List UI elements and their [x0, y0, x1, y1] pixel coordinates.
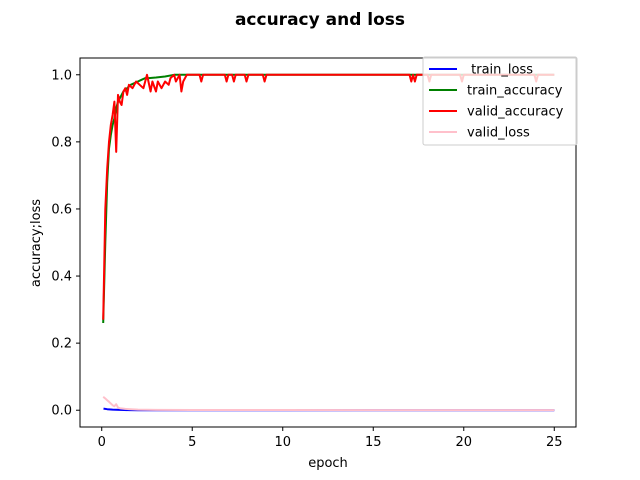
y-tick-label: 0.4	[51, 270, 72, 285]
plot-frame	[79, 57, 577, 428]
legend-frame	[422, 56, 578, 146]
chart-title: accuracy and loss	[235, 10, 405, 30]
series-line-valid-loss	[102, 396, 555, 412]
x-axis-label: epoch	[308, 456, 348, 471]
y-axis: 0.0 0.2 0.4 0.6 0.8 1.0	[51, 68, 80, 419]
x-tick-label: 0	[98, 435, 106, 450]
x-tick-label: 25	[546, 435, 563, 450]
x-tick-label: 15	[365, 435, 382, 450]
y-tick-label: 0.2	[51, 337, 72, 352]
x-axis: 0 5 10 15 20 25	[98, 427, 563, 450]
y-tick-label: 1.0	[51, 68, 72, 83]
y-tick-label: 0.8	[51, 135, 72, 150]
legend-label: valid_accuracy	[467, 105, 564, 120]
legend-label: train_accuracy	[467, 84, 563, 99]
legend-label: valid_loss	[467, 126, 530, 141]
x-tick-label: 10	[274, 435, 291, 450]
y-tick-label: 0.6	[51, 202, 72, 217]
series-line-valid-accuracy	[102, 73, 555, 320]
y-axis-label: accuracy;loss	[29, 199, 44, 287]
y-tick-label: 0.0	[51, 404, 72, 419]
legend-label: train_loss	[467, 63, 533, 78]
x-tick-label: 5	[188, 435, 196, 450]
plot-area	[102, 73, 555, 412]
x-tick-label: 20	[455, 435, 472, 450]
legend: train_loss train_accuracy valid_accuracyva…	[422, 56, 578, 146]
